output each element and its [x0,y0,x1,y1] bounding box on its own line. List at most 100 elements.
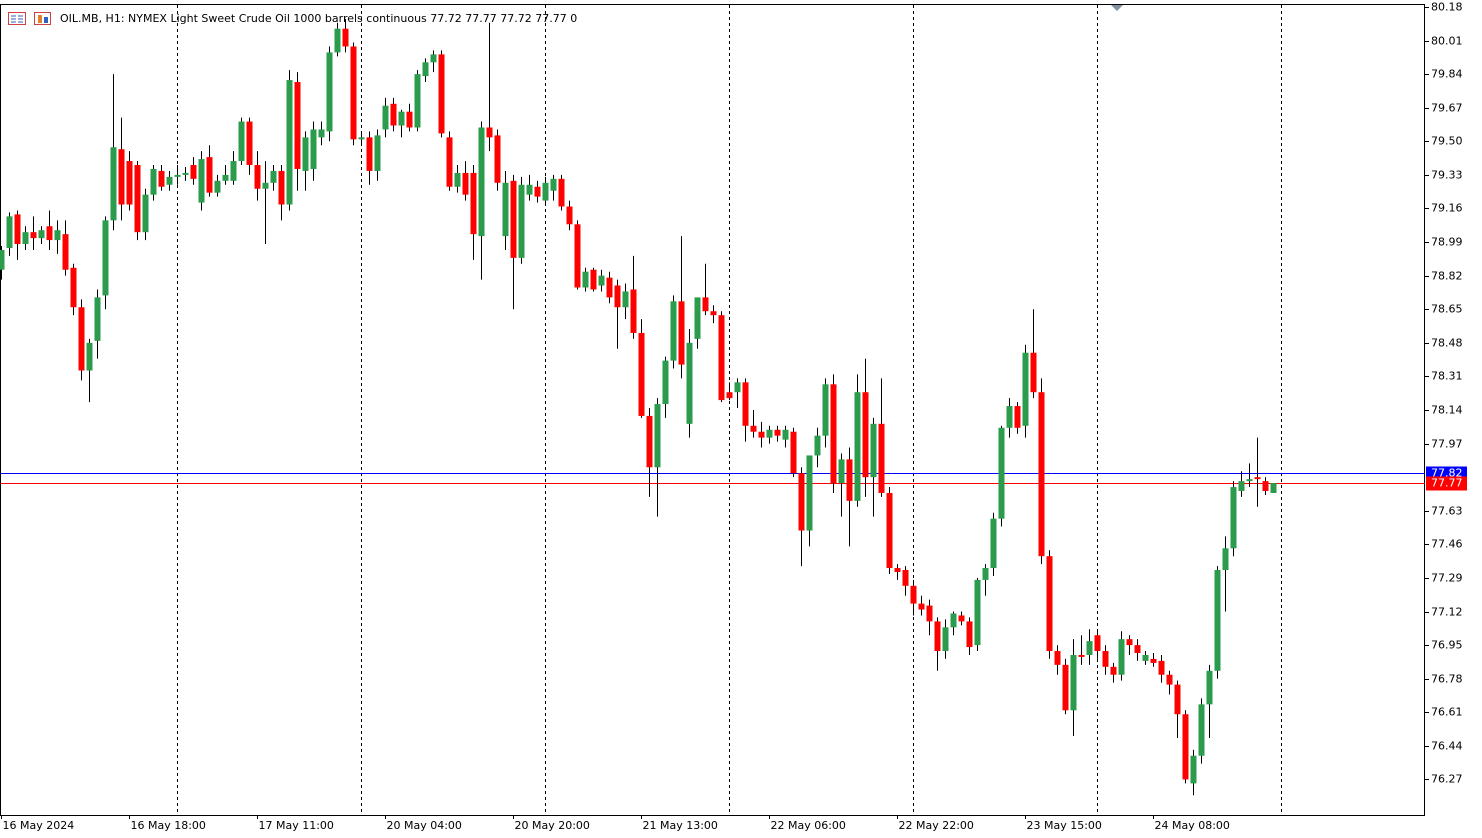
candle-body [662,360,669,405]
candle-body [438,54,445,134]
candle-body [1110,666,1117,675]
candle-body [1062,664,1069,711]
candle-body [630,289,637,333]
candle-body [1102,651,1109,667]
candle-body [950,613,957,628]
candle-body [742,382,749,426]
candle-body [1246,479,1253,482]
y-tick-label: 76.95 [1431,639,1463,652]
candle-body [1070,654,1077,711]
candle-body [1086,641,1093,655]
price-label: 77.82 [1431,467,1463,480]
candle-body [94,297,101,341]
candle-body [86,342,93,371]
candle-body [278,170,285,205]
candle-body [134,165,141,233]
candle-body [286,80,293,205]
candle-body [598,275,605,286]
candle-body [606,277,613,298]
candle-body [182,172,189,175]
candle-body [406,111,413,128]
candle-body [62,234,69,270]
candle-body [478,127,485,237]
y-tick-label: 77.46 [1431,538,1463,551]
candle-body [198,159,205,203]
candle-body [414,74,421,128]
candle-body [14,214,21,245]
candle-body [126,161,133,205]
candle-body [270,170,277,183]
candle-body [718,315,725,401]
x-tick-label: 20 May 04:00 [387,819,462,832]
candle-body [1142,654,1149,661]
y-tick-label: 78.82 [1431,270,1463,283]
price-label-box [1426,476,1467,491]
candle-body [806,455,813,531]
price-label: 77.77 [1431,477,1463,490]
candle-body [38,230,45,239]
candle-body [174,174,181,177]
x-tick-label: 23 May 15:00 [1027,819,1102,832]
candle-body [158,170,165,187]
candle-body [614,285,621,308]
candle-body [990,518,997,569]
candle-body [22,232,29,245]
candle-body [1118,639,1125,675]
x-tick-label: 22 May 22:00 [899,819,974,832]
candle-body [150,168,157,195]
candle-body [1054,651,1061,665]
candle-body [430,54,437,63]
candle-body [574,224,581,288]
candle-body [470,172,477,235]
symbol-icon [34,12,51,25]
candle-body [926,605,933,622]
candle-body [646,415,653,468]
candle-body [1134,645,1141,653]
candle-body [230,161,237,181]
candle-body [558,178,565,207]
candle-body [118,149,125,205]
y-tick-label: 76.61 [1431,706,1463,719]
candle-body [1022,352,1029,426]
candle-body [246,121,253,166]
candle-body [798,473,805,531]
candle-body [790,431,797,474]
candle-body [262,182,269,189]
x-tick-label: 20 May 20:00 [515,819,590,832]
candle-body [1230,487,1237,549]
candle-body [958,615,965,622]
candle-body [838,459,845,484]
candle-body [622,291,629,308]
y-tick-label: 79.50 [1431,135,1463,148]
candle-body [254,165,261,189]
x-tick-label: 17 May 11:00 [259,819,334,832]
y-tick-label: 80.01 [1431,35,1463,48]
candle-body [326,52,333,132]
shift-marker [1111,5,1123,11]
candle-body [238,121,245,162]
candle-body [1206,670,1213,705]
y-tick-label: 78.14 [1431,404,1463,417]
y-tick-label: 78.31 [1431,370,1463,383]
candle-body [1078,654,1085,657]
candle-body [918,603,925,610]
candle-body [358,137,365,140]
candle-body [1150,658,1157,663]
y-tick-label: 77.29 [1431,572,1463,585]
candle-body [726,392,733,399]
candle-body [902,570,909,586]
candle-body [54,230,61,241]
candle-body [494,135,501,183]
candle-body [390,103,397,126]
candle-body [638,332,645,416]
candle-body [486,127,493,138]
y-tick-label: 77.97 [1431,438,1463,451]
candle-body [590,269,597,290]
candle-body [1166,674,1173,685]
y-tick-label: 78.65 [1431,303,1463,316]
candle-body [1182,714,1189,780]
x-tick-label: 21 May 13:00 [643,819,718,832]
candle-body [566,206,573,225]
candle-body [1006,406,1013,428]
